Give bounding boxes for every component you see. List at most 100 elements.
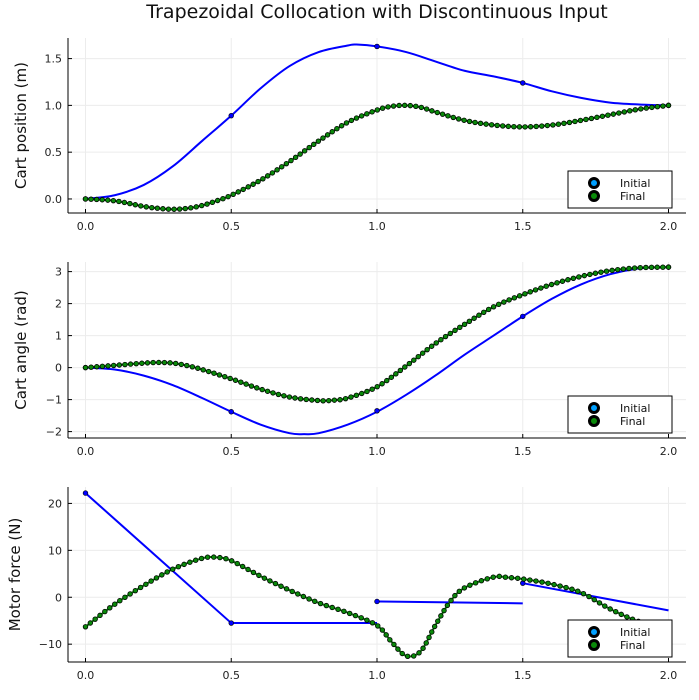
final-point xyxy=(391,641,397,648)
final-point xyxy=(511,295,518,301)
subplot-2: 0.0 0.5 1.0 1.5 2.0 −2 −1 0 1 2 3 Cart angle (rad) I… xyxy=(12,262,686,458)
final-point xyxy=(624,614,630,620)
y-tick-label: 20 xyxy=(48,497,62,510)
final-point xyxy=(122,594,128,600)
final-point xyxy=(278,583,284,589)
final-point xyxy=(413,103,419,110)
final-point xyxy=(447,330,453,337)
final-point xyxy=(323,602,330,609)
final-point xyxy=(260,176,266,182)
final-point xyxy=(581,272,588,279)
final-point xyxy=(320,398,326,404)
final-point xyxy=(613,609,619,615)
final-point xyxy=(153,575,160,581)
final-point xyxy=(222,373,228,380)
final-point xyxy=(188,205,194,211)
final-point xyxy=(477,120,484,127)
final-point xyxy=(591,596,597,603)
final-point xyxy=(352,612,359,619)
final-point xyxy=(102,608,108,615)
y-axis-label: Cart position (m) xyxy=(12,62,30,189)
final-point xyxy=(621,109,628,115)
x-tick-label: 1.5 xyxy=(514,669,532,682)
final-point xyxy=(587,271,593,278)
final-point xyxy=(429,108,435,114)
final-point xyxy=(364,111,370,117)
final-point xyxy=(478,578,485,584)
final-point xyxy=(184,362,190,369)
final-point xyxy=(267,578,273,584)
final-point xyxy=(317,600,324,607)
final-point xyxy=(87,620,94,626)
x-tick-label: 0.5 xyxy=(222,669,240,682)
legend-label-initial: Initial xyxy=(620,402,650,415)
final-point xyxy=(563,584,569,591)
final-point xyxy=(353,115,360,121)
y-tick-label: 1 xyxy=(55,330,62,343)
final-point xyxy=(502,574,509,580)
final-point xyxy=(452,592,458,599)
final-point xyxy=(214,197,221,204)
final-point xyxy=(97,612,103,619)
y-tick-label: −2 xyxy=(46,426,62,439)
subplot-1: 0.0 0.5 1.0 1.5 2.0 0.0 0.5 1.0 1.5 Cart position… xyxy=(12,38,686,233)
y-tick-label: 1.0 xyxy=(45,99,63,112)
final-point xyxy=(418,104,425,111)
x-tick-label: 0.0 xyxy=(77,445,95,458)
final-point xyxy=(138,203,144,209)
final-point xyxy=(181,561,187,568)
initial-point xyxy=(520,313,526,320)
final-point xyxy=(309,397,315,403)
initial-series-line xyxy=(84,492,232,624)
final-point xyxy=(107,605,113,611)
final-point xyxy=(545,580,551,586)
final-point xyxy=(649,104,655,111)
final-point xyxy=(259,386,265,393)
final-point xyxy=(264,388,271,394)
final-point xyxy=(216,372,223,378)
final-point xyxy=(223,555,229,562)
final-point xyxy=(289,588,295,595)
final-point xyxy=(438,613,444,619)
final-point xyxy=(569,586,575,592)
final-point xyxy=(548,281,555,288)
final-point xyxy=(189,364,196,370)
x-tick-label: 2.0 xyxy=(660,669,678,682)
final-point xyxy=(483,121,489,127)
final-point xyxy=(603,268,610,274)
final-point xyxy=(143,204,149,210)
final-point xyxy=(490,304,497,310)
x-tick-label: 2.0 xyxy=(660,445,678,458)
final-point xyxy=(516,124,523,130)
y-axis-label: Motor force (N) xyxy=(6,518,24,632)
final-point xyxy=(505,123,512,130)
final-point xyxy=(205,368,212,375)
final-point xyxy=(471,315,477,321)
final-point xyxy=(472,580,479,586)
legend-marker-initial xyxy=(588,177,600,189)
final-point xyxy=(234,560,240,567)
final-point xyxy=(494,122,500,129)
final-point xyxy=(193,204,199,210)
final-point xyxy=(485,306,492,313)
final-point xyxy=(112,601,118,607)
final-point xyxy=(279,164,285,170)
initial-point xyxy=(228,620,234,626)
x-tick-label: 0.5 xyxy=(222,445,240,458)
final-point xyxy=(506,297,512,303)
y-tick-label: 3 xyxy=(55,266,62,279)
final-point xyxy=(270,390,276,396)
final-point xyxy=(160,206,166,212)
final-point xyxy=(396,102,402,109)
x-tick-label: 0.0 xyxy=(77,220,95,233)
final-point xyxy=(496,301,502,308)
final-point xyxy=(364,388,370,395)
final-point xyxy=(404,653,411,659)
final-point xyxy=(220,195,226,202)
final-point xyxy=(250,181,256,187)
final-point xyxy=(88,364,94,370)
initial-series-line xyxy=(85,43,669,200)
final-point xyxy=(566,119,573,126)
final-point xyxy=(626,265,632,272)
